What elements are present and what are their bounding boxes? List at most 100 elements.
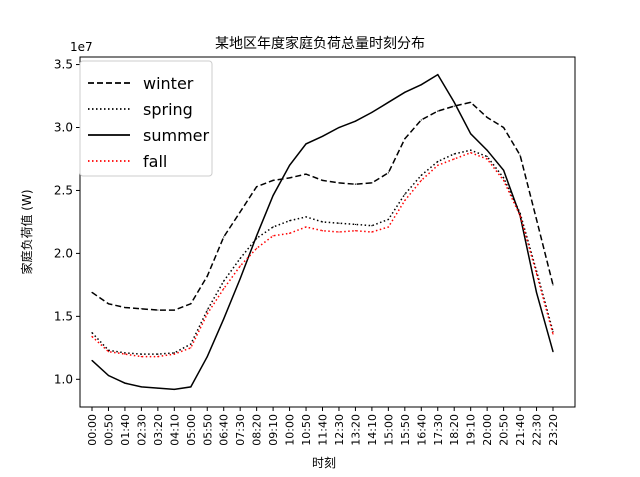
x-tick-label: 04:10 bbox=[168, 414, 181, 446]
data-point-summer-17 bbox=[371, 111, 373, 113]
data-point-spring-11 bbox=[272, 226, 274, 228]
data-point-fall-21 bbox=[437, 164, 439, 166]
data-point-winter-4 bbox=[157, 309, 159, 311]
y-tick-label: 1.5 bbox=[54, 309, 73, 323]
data-point-winter-18 bbox=[387, 172, 389, 174]
x-tick-label: 20:00 bbox=[481, 414, 494, 446]
y-axis: 1.0 1.5 2.0 2.5 3.0 3.5 bbox=[54, 58, 80, 386]
data-point-winter-24 bbox=[486, 116, 488, 119]
data-point-fall-26 bbox=[519, 215, 521, 217]
data-point-summer-23 bbox=[470, 133, 472, 135]
x-tick-label: 05:50 bbox=[201, 414, 214, 446]
x-tick-label: 09:10 bbox=[267, 414, 280, 446]
x-tick-label: 22:30 bbox=[531, 414, 544, 446]
data-point-winter-14 bbox=[321, 179, 324, 181]
data-point-winter-26 bbox=[519, 154, 521, 156]
x-tick-label: 08:20 bbox=[251, 414, 264, 446]
data-point-fall-22 bbox=[453, 158, 455, 160]
data-point-spring-19 bbox=[404, 193, 406, 195]
data-point-summer-2 bbox=[124, 382, 126, 384]
data-point-summer-15 bbox=[338, 126, 340, 129]
data-point-summer-4 bbox=[157, 387, 159, 389]
data-point-summer-0 bbox=[91, 359, 93, 362]
x-tick-label: 01:40 bbox=[119, 414, 132, 446]
data-point-spring-28 bbox=[552, 330, 554, 333]
series-line-spring bbox=[91, 149, 554, 355]
x-tick-label: 06:40 bbox=[218, 414, 231, 446]
data-point-summer-25 bbox=[503, 169, 505, 171]
y-tick-label: 3.5 bbox=[54, 58, 73, 72]
data-point-summer-22 bbox=[453, 101, 455, 103]
data-point-winter-21 bbox=[437, 110, 439, 112]
data-point-spring-24 bbox=[486, 155, 488, 158]
x-tick-label: 00:50 bbox=[102, 414, 115, 446]
data-point-spring-23 bbox=[470, 149, 472, 151]
data-point-fall-27 bbox=[535, 272, 538, 275]
x-tick-label: 20:50 bbox=[498, 414, 511, 446]
data-point-summer-7 bbox=[206, 356, 208, 358]
data-point-summer-8 bbox=[223, 318, 225, 320]
data-point-summer-10 bbox=[256, 235, 258, 237]
data-point-summer-24 bbox=[486, 149, 488, 151]
data-point-winter-22 bbox=[453, 105, 455, 107]
data-point-spring-12 bbox=[288, 220, 291, 222]
data-point-summer-5 bbox=[173, 388, 175, 390]
x-axis: 00:00 00:50 01:40 02:30 03:20 04:10 05:00 05:50… bbox=[86, 407, 560, 446]
data-point-spring-18 bbox=[387, 218, 389, 221]
data-point-spring-25 bbox=[503, 177, 505, 179]
data-point-summer-27 bbox=[535, 291, 538, 294]
data-point-spring-5 bbox=[173, 352, 175, 354]
data-point-fall-13 bbox=[305, 226, 307, 228]
data-point-summer-11 bbox=[272, 194, 274, 197]
data-point-fall-12 bbox=[288, 232, 291, 234]
data-point-fall-28 bbox=[552, 333, 554, 335]
data-point-spring-17 bbox=[371, 225, 373, 227]
data-point-winter-19 bbox=[404, 138, 406, 140]
data-point-summer-14 bbox=[321, 135, 324, 137]
x-tick-label: 13:20 bbox=[349, 414, 362, 446]
data-point-spring-3 bbox=[140, 353, 142, 355]
data-point-spring-22 bbox=[453, 153, 455, 155]
data-point-fall-25 bbox=[503, 179, 505, 181]
x-tick-label: 03:20 bbox=[152, 414, 165, 446]
data-point-winter-10 bbox=[256, 186, 258, 188]
x-tick-label: 15:50 bbox=[399, 414, 412, 446]
data-point-fall-16 bbox=[354, 230, 357, 232]
x-tick-label: 14:10 bbox=[366, 414, 379, 446]
data-point-spring-8 bbox=[223, 280, 225, 282]
data-point-spring-14 bbox=[321, 221, 324, 223]
x-tick-label: 05:00 bbox=[185, 414, 198, 446]
data-point-summer-18 bbox=[387, 101, 389, 103]
data-point-summer-12 bbox=[288, 164, 291, 166]
data-point-fall-20 bbox=[420, 179, 422, 181]
y-offset-label: 1e7 bbox=[70, 40, 93, 54]
x-tick-label: 16:40 bbox=[415, 414, 428, 446]
data-point-winter-9 bbox=[239, 211, 241, 213]
data-point-winter-12 bbox=[288, 177, 291, 179]
chart-title: 某地区年度家庭负荷总量时刻分布 bbox=[215, 35, 425, 52]
x-tick-label: 07:30 bbox=[234, 414, 247, 446]
plot-frame bbox=[79, 56, 576, 408]
data-point-winter-16 bbox=[354, 183, 357, 185]
x-tick-label: 02:30 bbox=[135, 414, 148, 446]
data-point-fall-24 bbox=[486, 158, 488, 160]
data-point-winter-11 bbox=[272, 179, 274, 181]
y-tick-label: 2.5 bbox=[54, 183, 73, 197]
x-tick-label: 19:10 bbox=[465, 414, 478, 446]
data-point-fall-11 bbox=[272, 235, 274, 237]
data-point-fall-2 bbox=[124, 353, 126, 355]
data-point-spring-0 bbox=[91, 332, 93, 334]
data-point-spring-2 bbox=[124, 352, 126, 354]
data-point-summer-21 bbox=[437, 74, 439, 76]
data-point-winter-0 bbox=[91, 291, 93, 294]
data-point-winter-6 bbox=[190, 303, 192, 305]
series-line-fall bbox=[91, 151, 554, 358]
data-point-fall-3 bbox=[140, 356, 142, 358]
data-point-fall-18 bbox=[387, 226, 389, 228]
data-point-summer-9 bbox=[239, 277, 241, 280]
legend-label-winter: winter bbox=[143, 74, 194, 93]
data-point-summer-20 bbox=[420, 84, 422, 86]
data-point-winter-3 bbox=[140, 308, 142, 310]
data-point-winter-7 bbox=[206, 275, 208, 277]
